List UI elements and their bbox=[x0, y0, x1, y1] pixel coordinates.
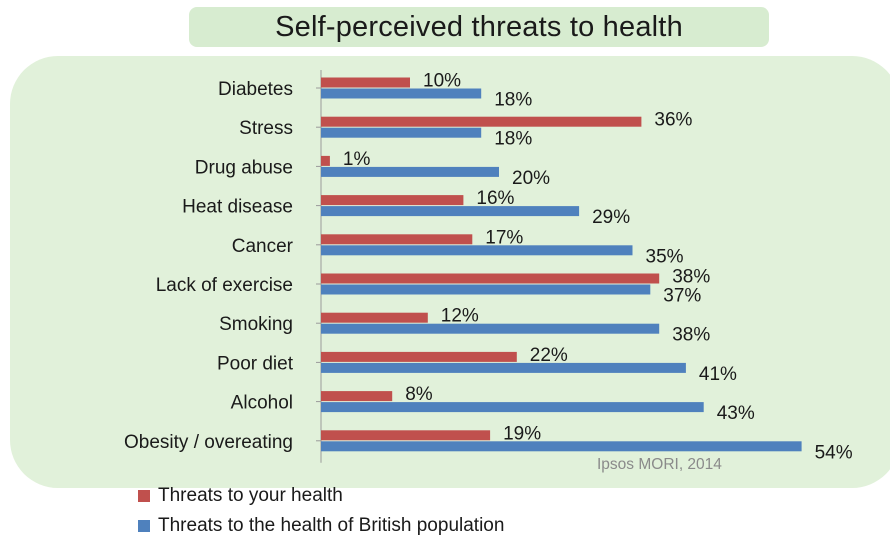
bar-british-population-cancer bbox=[321, 245, 633, 256]
legend-swatch-british-population bbox=[138, 520, 150, 532]
bar-your-health-heat-disease bbox=[321, 195, 464, 206]
bar-your-health-drug-abuse bbox=[321, 155, 330, 166]
bar-your-health-smoking bbox=[321, 312, 428, 323]
data-label-british-population-smoking: 38% bbox=[672, 325, 710, 346]
category-label-obesity-overeating: Obesity / overeating bbox=[124, 432, 293, 453]
category-label-cancer: Cancer bbox=[232, 236, 294, 257]
data-label-british-population-drug-abuse: 20% bbox=[512, 168, 550, 189]
data-label-british-population-stress: 18% bbox=[494, 129, 532, 150]
data-label-your-health-lack-of-exercise: 38% bbox=[672, 267, 710, 288]
data-label-british-population-poor-diet: 41% bbox=[699, 364, 737, 385]
bar-british-population-alcohol bbox=[321, 402, 704, 413]
category-label-lack-of-exercise: Lack of exercise bbox=[156, 275, 293, 296]
data-label-british-population-diabetes: 18% bbox=[494, 90, 532, 111]
bar-british-population-stress bbox=[321, 127, 482, 138]
data-label-your-health-obesity-overeating: 19% bbox=[503, 423, 541, 444]
legend-label-your-health: Threats to your health bbox=[158, 485, 343, 506]
bar-british-population-diabetes bbox=[321, 88, 482, 99]
category-label-stress: Stress bbox=[239, 118, 293, 139]
data-label-british-population-lack-of-exercise: 37% bbox=[663, 286, 701, 307]
legend-label-british-population: Threats to the health of British populat… bbox=[158, 515, 505, 536]
category-label-drug-abuse: Drug abuse bbox=[195, 157, 293, 178]
bar-your-health-diabetes bbox=[321, 77, 410, 88]
bar-british-population-heat-disease bbox=[321, 206, 580, 217]
bar-british-population-drug-abuse bbox=[321, 166, 499, 177]
bar-your-health-cancer bbox=[321, 234, 473, 245]
chart-title-box: Self-perceived threats to health bbox=[189, 7, 769, 47]
data-label-british-population-obesity-overeating: 54% bbox=[815, 442, 853, 463]
legend-item-british-population: Threats to the health of British populat… bbox=[138, 512, 504, 540]
category-label-poor-diet: Poor diet bbox=[217, 353, 294, 374]
category-label-alcohol: Alcohol bbox=[231, 393, 293, 414]
legend-swatch-your-health bbox=[138, 490, 150, 502]
data-label-your-health-poor-diet: 22% bbox=[530, 345, 568, 366]
bar-your-health-stress bbox=[321, 116, 642, 127]
data-label-your-health-drug-abuse: 1% bbox=[343, 149, 371, 170]
bar-british-population-obesity-overeating bbox=[321, 441, 802, 452]
bar-your-health-alcohol bbox=[321, 391, 393, 402]
legend-item-your-health: Threats to your health bbox=[138, 482, 504, 510]
data-label-your-health-smoking: 12% bbox=[441, 306, 479, 327]
data-label-your-health-cancer: 17% bbox=[485, 227, 523, 248]
data-label-british-population-heat-disease: 29% bbox=[592, 207, 630, 228]
data-label-your-health-heat-disease: 16% bbox=[476, 188, 514, 209]
bar-your-health-obesity-overeating bbox=[321, 430, 491, 441]
bar-your-health-poor-diet bbox=[321, 351, 517, 362]
legend: Threats to your health Threats to the he… bbox=[138, 482, 504, 542]
data-label-british-population-cancer: 35% bbox=[646, 246, 684, 267]
category-label-diabetes: Diabetes bbox=[218, 79, 293, 100]
data-label-british-population-alcohol: 43% bbox=[717, 403, 755, 424]
data-label-your-health-stress: 36% bbox=[654, 110, 692, 131]
category-label-smoking: Smoking bbox=[219, 314, 293, 335]
bar-british-population-poor-diet bbox=[321, 362, 686, 373]
bar-your-health-lack-of-exercise bbox=[321, 273, 660, 284]
chart-title: Self-perceived threats to health bbox=[275, 10, 683, 43]
category-label-heat-disease: Heat disease bbox=[182, 197, 293, 218]
bar-british-population-smoking bbox=[321, 323, 660, 334]
bar-british-population-lack-of-exercise bbox=[321, 284, 651, 295]
data-label-your-health-diabetes: 10% bbox=[423, 71, 461, 92]
data-label-your-health-alcohol: 8% bbox=[405, 384, 433, 405]
source-note: Ipsos MORI, 2014 bbox=[597, 456, 722, 473]
